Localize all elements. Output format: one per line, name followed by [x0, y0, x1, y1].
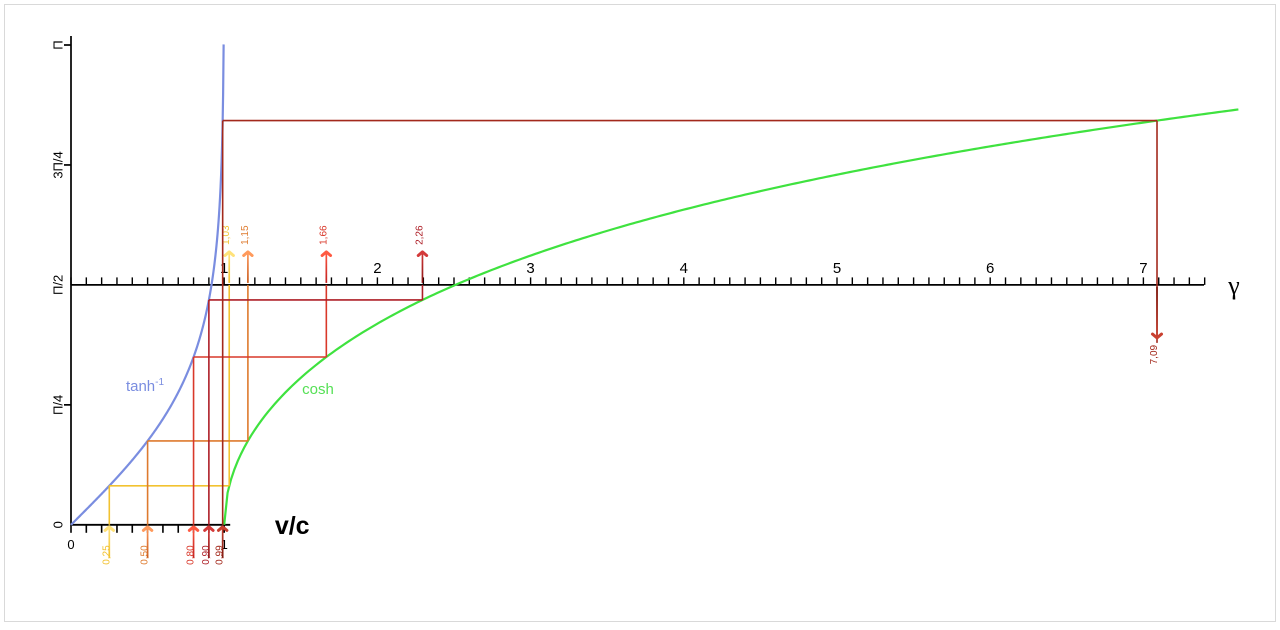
svg-text:0: 0: [50, 521, 65, 528]
svg-text:Π: Π: [50, 40, 65, 49]
svg-text:0: 0: [67, 537, 74, 552]
svg-text:0,90: 0,90: [201, 545, 212, 565]
svg-text:6: 6: [986, 260, 994, 277]
svg-text:0,25: 0,25: [101, 545, 112, 565]
svg-text:0,50: 0,50: [140, 545, 151, 565]
svg-text:2: 2: [373, 260, 381, 277]
svg-text:0,80: 0,80: [186, 545, 197, 565]
svg-text:4: 4: [680, 260, 688, 277]
svg-text:1,66: 1,66: [318, 225, 329, 245]
svg-text:0,99: 0,99: [215, 545, 226, 565]
svg-text:2,26: 2,26: [414, 225, 425, 245]
svg-text:1,15: 1,15: [240, 225, 251, 245]
svg-text:Π/4: Π/4: [50, 395, 65, 415]
svg-text:γ: γ: [1227, 271, 1240, 300]
svg-text:5: 5: [833, 260, 841, 277]
svg-text:3Π/4: 3Π/4: [50, 151, 65, 178]
svg-text:1: 1: [220, 260, 228, 277]
svg-text:7,09: 7,09: [1149, 344, 1160, 364]
svg-text:7: 7: [1139, 260, 1147, 277]
svg-text:3: 3: [526, 260, 534, 277]
svg-text:cosh: cosh: [302, 381, 334, 398]
svg-text:v/c: v/c: [275, 512, 310, 540]
svg-text:Π/2: Π/2: [50, 275, 65, 295]
